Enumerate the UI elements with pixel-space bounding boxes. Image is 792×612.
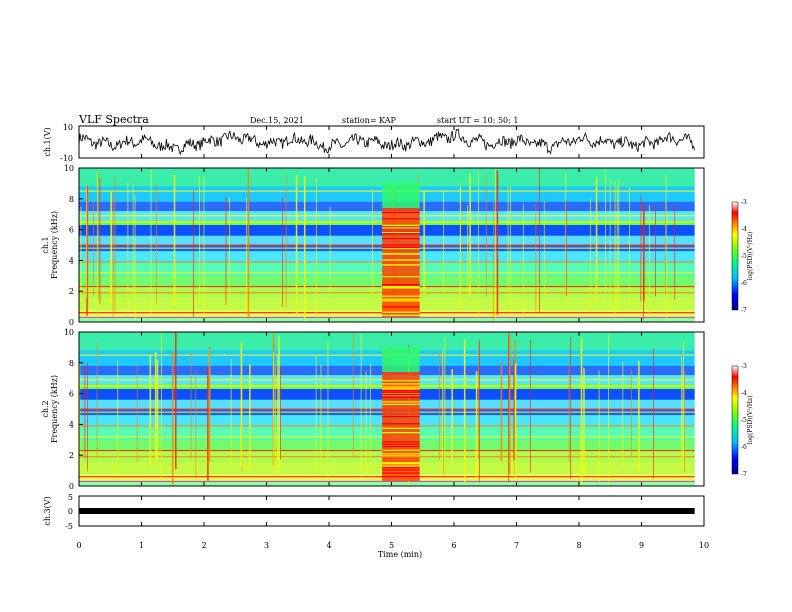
- ytick-label: 10: [64, 328, 74, 337]
- ch3-signal-band: [79, 508, 695, 514]
- ch2-spectrogram-image: [79, 332, 695, 486]
- spec2-burst-top: [382, 347, 420, 372]
- xtick-label: 8: [576, 541, 581, 550]
- colorbar-tick-label: -5: [741, 417, 747, 424]
- xtick-label: 0: [76, 541, 81, 550]
- colorbar-tick-label: -4: [741, 390, 747, 397]
- ch3-ytick-bottom: -5: [65, 522, 73, 531]
- ch2-spectrogram-yticks: 0 2 4 6 8 10: [64, 328, 83, 491]
- ytick-label: 4: [69, 256, 74, 265]
- xtick-label: 2: [201, 541, 206, 550]
- xtick-label: 7: [514, 541, 519, 550]
- ch2-colorbar-label: log(PSD)(V²/Hz): [747, 396, 754, 445]
- colorbar-tick-label: -7: [741, 471, 747, 478]
- ytick-label: 8: [69, 195, 74, 204]
- xtick-label: 6: [451, 541, 456, 550]
- ch1-waveform-panel: 10 -10 ch.1(V): [43, 123, 705, 163]
- spec2-band: [79, 481, 695, 486]
- colorbar-tick-label: -6: [741, 444, 747, 451]
- xtick-label: 4: [326, 541, 331, 550]
- ytick-label: 10: [64, 164, 74, 173]
- ch1-waveform-line: [78, 128, 695, 156]
- ytick-label: 8: [69, 359, 74, 368]
- ch3-ytick-top: 5: [68, 493, 73, 502]
- ch1-ytick-top: 10: [63, 123, 73, 132]
- xtick-label: 5: [389, 541, 394, 550]
- xtick-label: 3: [264, 541, 269, 550]
- header-station: station= KAP: [342, 116, 397, 125]
- ytick-label: 6: [69, 226, 74, 235]
- ch1-spectrogram-panel: 0 2 4 6 8 10 ch.1 Frequency (kHz) -3 -4 -5 -6 -7 …: [41, 164, 754, 327]
- ch3-ylabel: ch.3(V): [43, 496, 52, 525]
- ch2-colorbar: -3 -4 -5 -6 -7 log(PSD)(V²/Hz): [731, 363, 754, 478]
- spec1-band: [79, 168, 695, 187]
- ch1-label-line1: ch.1: [41, 236, 50, 253]
- colorbar-tick-label: -5: [741, 253, 747, 260]
- ch2-spectrogram-ylabel-channel: ch.2: [41, 400, 50, 417]
- ch3-panel: 5 0 -5 ch.3(V): [43, 493, 705, 531]
- ch1-spectrogram-ylabel-channel: ch.1: [41, 236, 50, 253]
- ytick-label: 6: [69, 390, 74, 399]
- spec2-band: [79, 332, 695, 351]
- ch2-spectrogram-panel: 0 2 4 6 8 10 ch.2 Frequency (kHz) -3 -4 -5 -6 -7 …: [41, 328, 754, 491]
- figure-title: VLF Spectra: [78, 113, 149, 126]
- spec1-band: [79, 317, 695, 322]
- ch1-colorbar-label: log(PSD)(V²/Hz): [747, 232, 754, 281]
- colorbar-tick-label: -7: [741, 307, 747, 314]
- ch1-waveform-ylabel: ch.1(V): [43, 127, 52, 156]
- ch1-ytick-bottom: -10: [60, 154, 73, 163]
- ch1-spectrogram-yticks: 0 2 4 6 8 10: [64, 164, 83, 327]
- ytick-label: 0: [69, 318, 74, 327]
- ch1-spectrogram-image: [79, 168, 695, 322]
- colorbar-tick-label: -6: [741, 280, 747, 287]
- ch1-colorbar: -3 -4 -5 -6 -7 log(PSD)(V²/Hz): [731, 199, 754, 314]
- xtick-label: 10: [699, 541, 709, 550]
- header-start-time: start UT = 10: 50: 1: [437, 116, 518, 125]
- ytick-label: 2: [69, 287, 74, 296]
- ch2-spectrogram-ylabel-freq: Frequency (kHz): [50, 375, 59, 443]
- ytick-label: 0: [69, 482, 74, 491]
- colorbar-tick-label: -3: [741, 199, 747, 206]
- header-date: Dec.15, 2021: [250, 116, 304, 125]
- x-axis-label: Time (min): [378, 550, 422, 559]
- xtick-label: 9: [639, 541, 644, 550]
- colorbar-tick-label: -3: [741, 363, 747, 370]
- time-x-axis: 0 1 2 3 4 5 6 7 8 9 10: [76, 126, 709, 550]
- ch3-ytick-mid: 0: [68, 507, 73, 516]
- ch1-spectrogram-ylabel-freq: Frequency (kHz): [50, 211, 59, 279]
- spec1-burst-top: [382, 183, 420, 208]
- colorbar-tick-label: -4: [741, 226, 747, 233]
- ytick-label: 2: [69, 451, 74, 460]
- xtick-label: 1: [139, 541, 144, 550]
- ytick-label: 4: [69, 420, 74, 429]
